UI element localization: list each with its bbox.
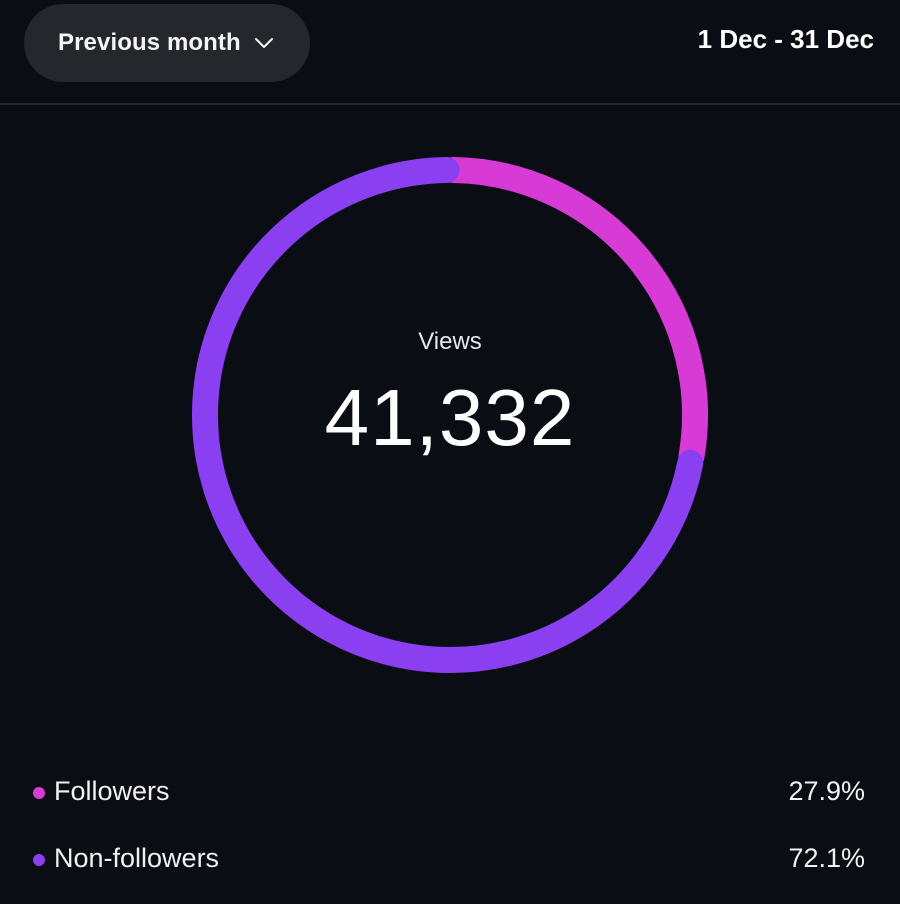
chevron-down-icon	[253, 32, 275, 54]
legend-label-non-followers: Non-followers	[54, 843, 220, 873]
date-range: 1 Dec - 31 Dec	[697, 24, 874, 54]
period-dropdown-button[interactable]: Previous month	[24, 4, 310, 82]
views-donut-chart	[190, 155, 710, 675]
donut-segment-non-followers	[192, 157, 704, 673]
followers-dot	[33, 787, 45, 799]
metric-label: Views	[418, 328, 482, 355]
header: Previous month 1 Dec - 31 Dec	[0, 0, 900, 104]
non-followers-dot	[33, 854, 45, 866]
legend-row-followers: Followers 27.9%	[0, 774, 900, 814]
donut-segment-followers	[440, 157, 708, 470]
legend-value-followers: 27.9%	[788, 776, 865, 806]
legend-row-non-followers: Non-followers 72.1%	[0, 841, 900, 881]
metric-value: 41,332	[324, 373, 576, 462]
period-label: Previous month	[58, 29, 241, 56]
legend-label-followers: Followers	[54, 776, 170, 806]
legend-value-non-followers: 72.1%	[788, 843, 865, 873]
divider	[0, 103, 900, 105]
